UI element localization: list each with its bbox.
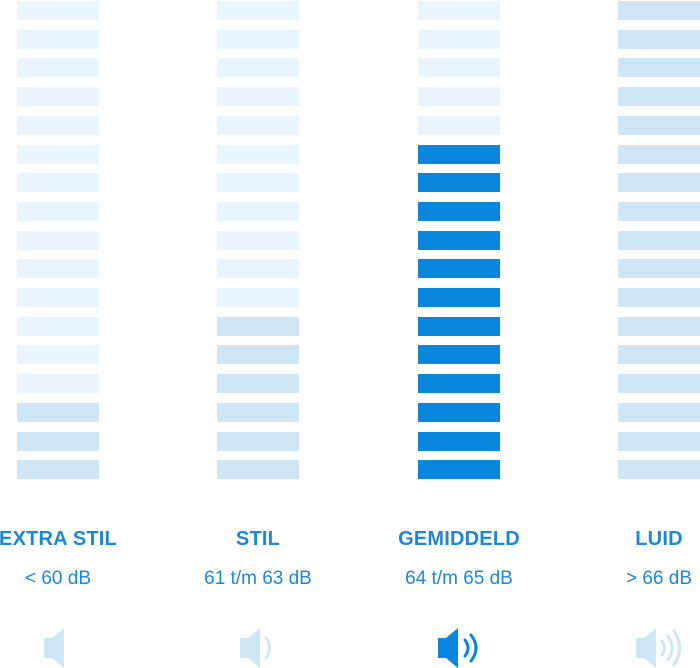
- level-segment-extra-stil-14-empty: [17, 87, 99, 107]
- level-segment-extra-stil-7-empty: [17, 288, 99, 307]
- level-segment-extra-stil-8-empty: [17, 259, 99, 279]
- level-segment-luid-4-filled: [618, 374, 700, 394]
- level-segment-luid-16-filled: [618, 29, 700, 49]
- level-segment-gemiddeld-15-empty: [418, 58, 500, 78]
- sound-wave-2: [666, 634, 674, 662]
- level-segment-luid-5-filled: [618, 345, 700, 365]
- speaker-body: [438, 628, 458, 668]
- category-range-gemiddeld: 64 t/m 65 dB: [405, 568, 513, 589]
- speaker-three-waves-icon: [634, 628, 694, 668]
- level-segment-extra-stil-2-filled: [17, 431, 99, 451]
- level-segment-stil-4-filled: [217, 374, 299, 394]
- level-segment-extra-stil-10-empty: [17, 201, 99, 221]
- level-segment-luid-2-filled: [618, 431, 700, 451]
- level-segment-extra-stil-11-empty: [17, 173, 99, 193]
- level-segment-gemiddeld-2-filled: [418, 431, 500, 451]
- speaker-body: [636, 628, 656, 668]
- level-segment-gemiddeld-17-empty: [418, 1, 500, 20]
- level-segment-luid-9-filled: [618, 230, 700, 250]
- category-range-extra-stil: < 60 dB: [24, 568, 92, 589]
- level-segment-gemiddeld-10-filled: [418, 201, 500, 221]
- meter-gemiddeld: [418, 0, 500, 510]
- meter-luid: [618, 0, 700, 510]
- level-segment-gemiddeld-9-filled: [418, 230, 500, 250]
- speaker-body: [240, 628, 260, 668]
- level-segment-extra-stil-1-filled: [17, 460, 99, 480]
- level-segment-extra-stil-3-filled: [17, 402, 99, 422]
- level-segment-stil-14-empty: [217, 87, 299, 107]
- sound-wave-1: [264, 636, 271, 660]
- level-segment-stil-1-filled: [217, 460, 299, 480]
- level-segment-luid-17-filled: [618, 1, 700, 20]
- meter-stil: [217, 0, 299, 510]
- level-segment-gemiddeld-8-filled: [418, 259, 500, 279]
- level-segment-luid-6-filled: [618, 316, 700, 336]
- level-segment-gemiddeld-5-filled: [418, 345, 500, 365]
- sound-wave-1: [463, 638, 470, 658]
- level-segment-stil-13-empty: [217, 115, 299, 135]
- category-label-stil: STIL: [235, 528, 281, 550]
- category-range-luid: > 66 dB: [625, 568, 693, 589]
- level-segment-stil-8-empty: [217, 259, 299, 279]
- level-segment-gemiddeld-12-filled: [418, 144, 500, 164]
- level-segment-luid-11-filled: [618, 173, 700, 193]
- level-segment-extra-stil-5-empty: [17, 345, 99, 365]
- level-segment-extra-stil-13-empty: [17, 115, 99, 135]
- level-segment-stil-12-empty: [217, 144, 299, 164]
- speaker-two-waves-icon: [436, 628, 496, 668]
- level-segment-stil-16-empty: [217, 29, 299, 49]
- level-segment-stil-17-empty: [217, 1, 299, 20]
- level-segment-extra-stil-6-empty: [17, 316, 99, 336]
- level-segment-extra-stil-12-empty: [17, 144, 99, 164]
- level-segment-luid-8-filled: [618, 259, 700, 279]
- sound-wave-1: [660, 639, 666, 657]
- level-segment-stil-6-filled: [217, 316, 299, 336]
- speaker-one-wave-icon: [240, 628, 300, 668]
- level-segment-luid-15-filled: [618, 58, 700, 78]
- level-segment-gemiddeld-7-filled: [418, 288, 500, 307]
- level-segment-stil-15-empty: [217, 58, 299, 78]
- level-segment-extra-stil-15-empty: [17, 58, 99, 78]
- level-segment-stil-2-filled: [217, 431, 299, 451]
- level-segment-luid-1-filled: [618, 460, 700, 480]
- sound-wave-3: [672, 629, 681, 667]
- level-segment-extra-stil-9-empty: [17, 230, 99, 250]
- level-segment-gemiddeld-3-filled: [418, 402, 500, 422]
- level-segment-stil-9-empty: [217, 230, 299, 250]
- level-segment-gemiddeld-6-filled: [418, 316, 500, 336]
- category-label-extra-stil: EXTRA STIL: [0, 528, 117, 550]
- level-segment-luid-14-filled: [618, 87, 700, 107]
- level-segment-luid-10-filled: [618, 201, 700, 221]
- level-segment-gemiddeld-13-empty: [418, 115, 500, 135]
- level-segment-stil-7-empty: [217, 288, 299, 307]
- level-segment-stil-5-filled: [217, 345, 299, 365]
- level-segment-luid-12-filled: [618, 144, 700, 164]
- level-segment-stil-11-empty: [217, 173, 299, 193]
- level-segment-extra-stil-16-empty: [17, 29, 99, 49]
- sound-wave-2: [469, 633, 478, 663]
- category-label-gemiddeld: GEMIDDELD: [398, 528, 520, 550]
- level-segment-gemiddeld-11-filled: [418, 173, 500, 193]
- meter-extra-stil: [17, 0, 99, 510]
- speaker-body: [44, 628, 64, 668]
- level-segment-gemiddeld-1-filled: [418, 460, 500, 480]
- level-segment-luid-7-filled: [618, 288, 700, 307]
- level-segment-stil-3-filled: [217, 402, 299, 422]
- level-segment-gemiddeld-14-empty: [418, 87, 500, 107]
- level-segment-gemiddeld-16-empty: [418, 29, 500, 49]
- level-segment-stil-10-empty: [217, 201, 299, 221]
- level-segment-luid-13-filled: [618, 115, 700, 135]
- category-label-luid: LUID: [635, 528, 683, 550]
- level-segment-gemiddeld-4-filled: [418, 374, 500, 394]
- level-segment-extra-stil-4-empty: [17, 374, 99, 394]
- speaker-muted-icon: [40, 628, 100, 668]
- level-segment-luid-3-filled: [618, 402, 700, 422]
- category-range-stil: 61 t/m 63 dB: [204, 568, 312, 589]
- level-segment-extra-stil-17-empty: [17, 1, 99, 20]
